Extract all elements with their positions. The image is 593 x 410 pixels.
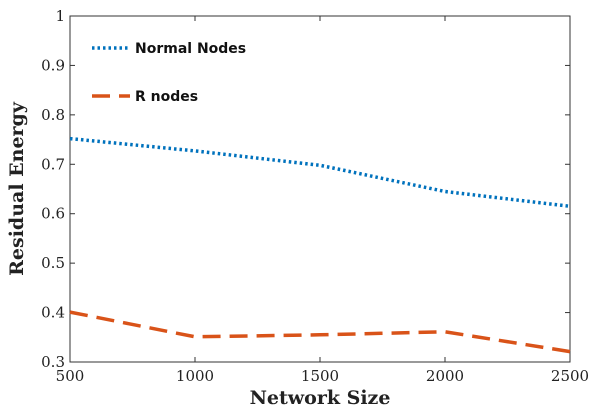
- x-tick-label: 1000: [176, 367, 214, 385]
- x-tick-label: 1500: [301, 367, 339, 385]
- y-tick-label: 0.7: [41, 155, 65, 173]
- series-layer: [69, 136, 571, 354]
- series-line-r-nodes: [69, 310, 571, 354]
- legend-label: R nodes: [135, 89, 198, 105]
- legend-label: Normal Nodes: [135, 41, 246, 57]
- y-tick-label: 1: [55, 7, 65, 25]
- y-tick-label: 0.8: [41, 106, 65, 124]
- y-axis-label: Residual Energy: [6, 101, 28, 276]
- y-tick-label: 0.9: [41, 56, 65, 74]
- y-tick-label: 0.3: [41, 353, 65, 371]
- legend: Normal Nodes R nodes: [92, 41, 246, 105]
- y-tick-label: 0.6: [41, 205, 65, 223]
- plot-area: [69, 15, 571, 363]
- x-axis: 500 1000 1500 2000 2500: [56, 16, 589, 385]
- y-tick-label: 0.4: [41, 304, 65, 322]
- y-tick-label: 0.5: [41, 254, 65, 272]
- x-axis-label: Network Size: [250, 387, 391, 409]
- series-line-normal-nodes: [69, 136, 571, 209]
- x-tick-label: 2500: [551, 367, 589, 385]
- x-tick-label: 500: [56, 367, 85, 385]
- x-tick-label: 2000: [426, 367, 464, 385]
